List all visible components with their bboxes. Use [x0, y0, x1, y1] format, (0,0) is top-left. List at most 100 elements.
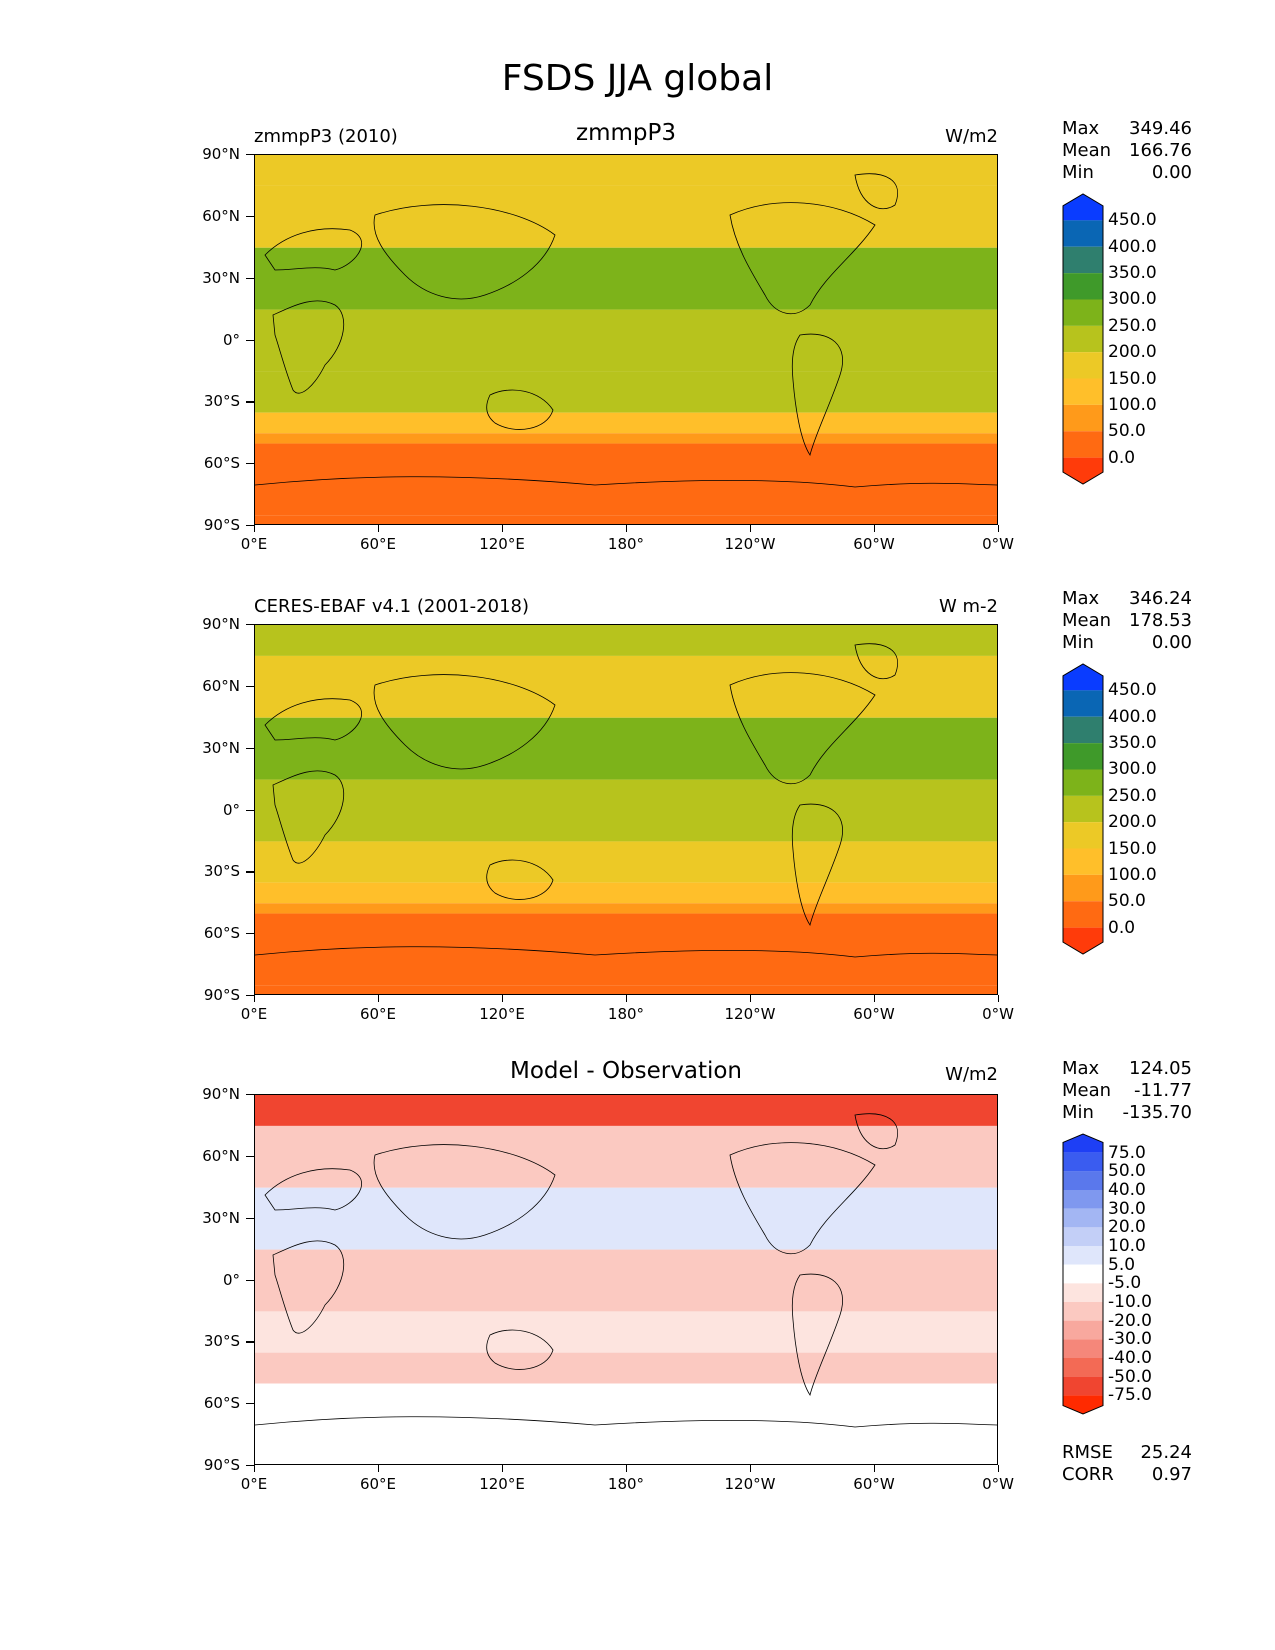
colorbar-label: 75.0	[1108, 1142, 1146, 1163]
colorbar-segment	[1063, 690, 1103, 717]
stat-value: 166.76	[1129, 140, 1192, 161]
stat-row: Mean -11.77	[1062, 1080, 1192, 1102]
map-field-panel1	[255, 155, 997, 524]
coastline	[854, 643, 898, 680]
y-tick-label: 90°N	[202, 145, 240, 163]
colorbar-label: 200.0	[1108, 342, 1157, 363]
colorbar-label: -40.0	[1108, 1348, 1152, 1368]
zonal-band	[255, 1249, 997, 1312]
colorbar-svg	[1062, 193, 1104, 485]
colorbar-label: 0.0	[1108, 447, 1136, 468]
y-tick	[246, 525, 254, 527]
colorbar-label: 50.0	[1108, 421, 1146, 442]
stat-label: Mean	[1062, 610, 1112, 631]
colorbar-label: 100.0	[1108, 394, 1157, 415]
colorbar-segment	[1063, 874, 1103, 902]
colorbar-label: 400.0	[1108, 236, 1157, 257]
y-tick	[246, 1155, 254, 1158]
colorbar-segment	[1063, 273, 1103, 300]
stat-row: Min -135.70	[1062, 1102, 1192, 1124]
panel1-colorbar	[1062, 193, 1104, 489]
coastline	[255, 1416, 997, 1428]
y-tick-label: 0°	[222, 1270, 240, 1289]
colorbar-segment	[1063, 1339, 1103, 1358]
zonal-band	[255, 515, 997, 524]
x-tick	[378, 1465, 380, 1472]
x-tick-label: 0°W	[982, 535, 1014, 553]
colorbar-segment	[1063, 352, 1103, 379]
coastline	[729, 1142, 876, 1254]
colorbar-segment	[1063, 1190, 1103, 1209]
colorbar-label: 200.0	[1108, 812, 1157, 833]
colorbar-segment	[1063, 1358, 1103, 1377]
stat-row: Mean 166.76	[1062, 140, 1192, 162]
colorbar-label: 300.0	[1108, 289, 1157, 310]
panel1-center-title: zmmpP3	[576, 120, 676, 146]
zonal-band	[255, 985, 997, 994]
coastline	[791, 1273, 843, 1396]
stat-value: 0.00	[1151, 632, 1192, 653]
zonal-band	[255, 443, 997, 516]
stat-label: Min	[1062, 162, 1094, 183]
y-tick	[246, 624, 254, 626]
colorbar-label: 50.0	[1108, 1161, 1146, 1182]
colorbar-label: 50.0	[1108, 891, 1146, 912]
zonal-band	[255, 371, 997, 413]
map-field-panel2	[255, 625, 997, 994]
stat-row: Max 349.46	[1062, 118, 1192, 140]
colorbar-svg	[1062, 663, 1104, 955]
colorbar-segment	[1063, 743, 1103, 770]
colorbar-outline	[1062, 1133, 1104, 1415]
y-tick	[246, 1094, 254, 1096]
panel3-map	[254, 1094, 998, 1465]
colorbar-label: -5.0	[1108, 1273, 1142, 1294]
x-tick-label: 60°W	[853, 535, 895, 553]
stat-row: Max 346.24	[1062, 588, 1192, 610]
coastline	[854, 1113, 898, 1150]
rmse-value: 25.24	[1140, 1442, 1192, 1463]
zonal-band	[255, 1095, 997, 1126]
y-tick-label: 0°	[222, 330, 240, 349]
colorbar-outline	[1062, 193, 1104, 485]
colorbar-svg	[1062, 1133, 1104, 1415]
y-tick-label: 90°N	[202, 1085, 240, 1103]
zonal-band	[255, 247, 997, 310]
zonal-band	[255, 655, 997, 718]
zonal-band	[255, 155, 997, 186]
x-tick	[378, 995, 380, 1002]
colorbar-label: 450.0	[1108, 210, 1157, 231]
panel2-left-title: CERES-EBAF v4.1 (2001-2018)	[254, 596, 530, 617]
colorbar-label: 400.0	[1108, 706, 1157, 727]
y-tick	[246, 1403, 254, 1405]
coastline	[854, 173, 898, 210]
colorbar-label: -30.0	[1108, 1329, 1152, 1350]
colorbar-segment	[1063, 901, 1103, 928]
stat-value: 349.46	[1129, 118, 1192, 139]
x-tick-label: 120°W	[724, 1005, 776, 1023]
x-tick	[874, 1465, 876, 1472]
x-tick-label: 60°W	[853, 1005, 895, 1023]
x-tick	[502, 995, 504, 1002]
stat-label: Max	[1062, 1058, 1100, 1079]
colorbar-label: -20.0	[1108, 1310, 1152, 1331]
x-tick-label: 0°E	[240, 1475, 268, 1493]
panel1-map	[254, 154, 998, 525]
colorbar-label: 20.0	[1108, 1217, 1146, 1238]
x-tick-label: 0°W	[982, 1475, 1014, 1493]
y-tick	[246, 401, 254, 403]
x-tick-label: 120°E	[479, 1005, 525, 1023]
colorbar-segment	[1063, 431, 1103, 458]
colorbar-label: 250.0	[1108, 315, 1157, 336]
x-tick-label: 0°E	[240, 535, 268, 553]
x-tick-label: 60°E	[359, 535, 397, 553]
zonal-band	[255, 903, 997, 914]
colorbar-label: 250.0	[1108, 785, 1157, 806]
coastline	[272, 300, 344, 394]
zonal-band	[255, 841, 997, 883]
colorbar-label: 0.0	[1108, 917, 1136, 938]
rmse-label: RMSE	[1062, 1442, 1113, 1463]
colorbar-label: 100.0	[1108, 864, 1157, 885]
colorbar-segment	[1063, 1283, 1103, 1302]
colorbar-segment	[1063, 1246, 1103, 1265]
x-tick	[502, 525, 504, 532]
